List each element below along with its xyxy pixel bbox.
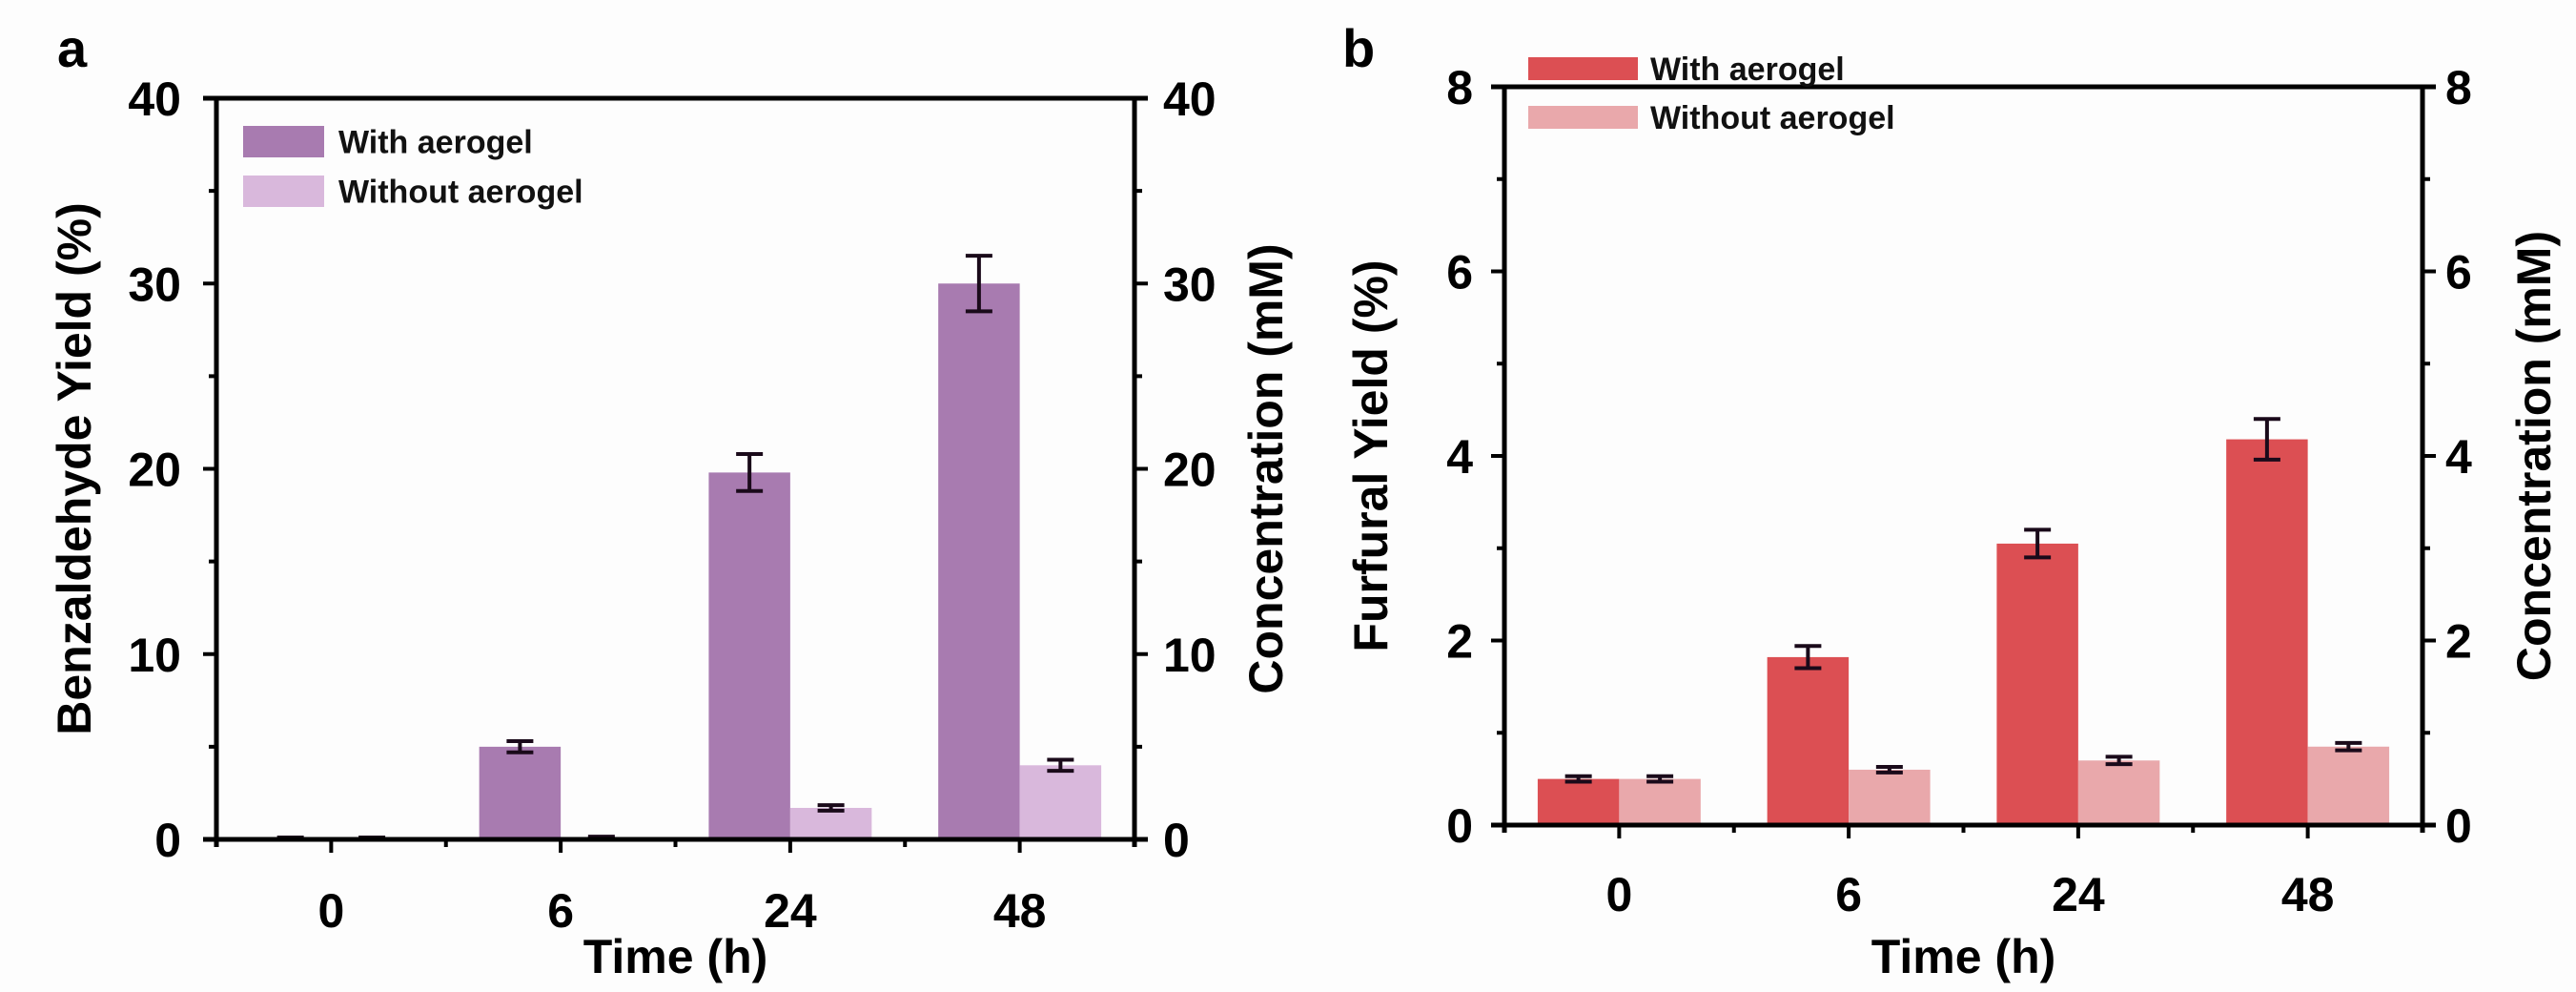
y-tick-label-right: 20 — [1163, 444, 1216, 497]
legend-swatch — [243, 176, 324, 207]
legend-label: With aerogel — [338, 125, 533, 161]
x-tick-label: 6 — [547, 884, 574, 938]
bar-without-aerogel-24 — [789, 807, 872, 839]
bar-with-aerogel-48 — [2226, 439, 2308, 825]
x-tick-label: 24 — [2052, 868, 2105, 921]
y-tick-label-right: 0 — [1163, 814, 1190, 867]
y-tick-label-right: 30 — [1163, 258, 1216, 311]
legend-label: With aerogel — [1650, 52, 1845, 88]
y-tick-label-right: 4 — [2445, 430, 2472, 484]
bar-without-aerogel-24 — [2077, 760, 2160, 825]
x-tick-label: 6 — [1835, 868, 1862, 921]
y-tick-label-left: 40 — [128, 72, 181, 126]
bar-with-aerogel-48 — [938, 283, 1020, 839]
bar-with-aerogel-24 — [708, 472, 790, 839]
x-axis-title: Time (h) — [1871, 930, 2056, 983]
y-axis-title-left: Benzaldehyde Yield (%) — [48, 202, 101, 734]
y-tick-label-right: 6 — [2445, 246, 2472, 300]
y-tick-label-right: 2 — [2445, 615, 2472, 669]
x-tick-label: 0 — [317, 884, 344, 938]
bar-with-aerogel-24 — [1996, 543, 2078, 825]
panel-label: a — [57, 18, 88, 78]
y-tick-label-left: 0 — [1446, 799, 1473, 853]
x-tick-label: 48 — [993, 884, 1047, 938]
y-axis-title-right: Concentration (mM) — [2507, 231, 2561, 681]
y-tick-label-right: 8 — [2445, 61, 2472, 114]
x-tick-label: 48 — [2281, 868, 2335, 921]
y-tick-label-left: 0 — [154, 814, 181, 867]
y-axis-title-right: Concentration (mM) — [1239, 243, 1293, 693]
x-axis-title: Time (h) — [583, 930, 768, 983]
bar-without-aerogel-48 — [2307, 746, 2390, 825]
panel-label: b — [1342, 18, 1375, 78]
y-tick-label-right: 10 — [1163, 629, 1216, 682]
bar-with-aerogel-6 — [479, 746, 562, 839]
y-tick-label-left: 10 — [128, 629, 181, 682]
x-tick-label: 0 — [1605, 868, 1632, 921]
chart-panel-a: a 0 0 10 10 20 20 30 30 40 40 0 6 24 48 Time (h) Benzald… — [48, 18, 1293, 983]
legend-swatch — [1528, 106, 1638, 129]
legend-swatch — [1528, 57, 1638, 80]
y-tick-label-left: 4 — [1446, 430, 1473, 484]
legend-label: Without aerogel — [338, 175, 583, 211]
y-tick-label-left: 30 — [128, 258, 181, 311]
legend-swatch — [243, 126, 324, 157]
y-tick-label-left: 8 — [1446, 61, 1473, 114]
bar-with-aerogel-6 — [1767, 656, 1850, 825]
legend-label: Without aerogel — [1650, 100, 1895, 136]
y-axis-title-left: Furfural Yield (%) — [1344, 259, 1398, 651]
y-tick-label-right: 0 — [2445, 799, 2472, 853]
y-tick-label-left: 20 — [128, 444, 181, 497]
bar-without-aerogel-48 — [1019, 765, 1102, 839]
y-tick-label-left: 6 — [1446, 246, 1473, 300]
bar-without-aerogel-6 — [1849, 769, 1931, 825]
x-tick-label: 24 — [764, 884, 817, 938]
y-tick-label-left: 2 — [1446, 615, 1473, 669]
bar-without-aerogel-0 — [1619, 778, 1701, 825]
bar-with-aerogel-0 — [1537, 778, 1620, 825]
y-tick-label-right: 40 — [1163, 72, 1216, 126]
